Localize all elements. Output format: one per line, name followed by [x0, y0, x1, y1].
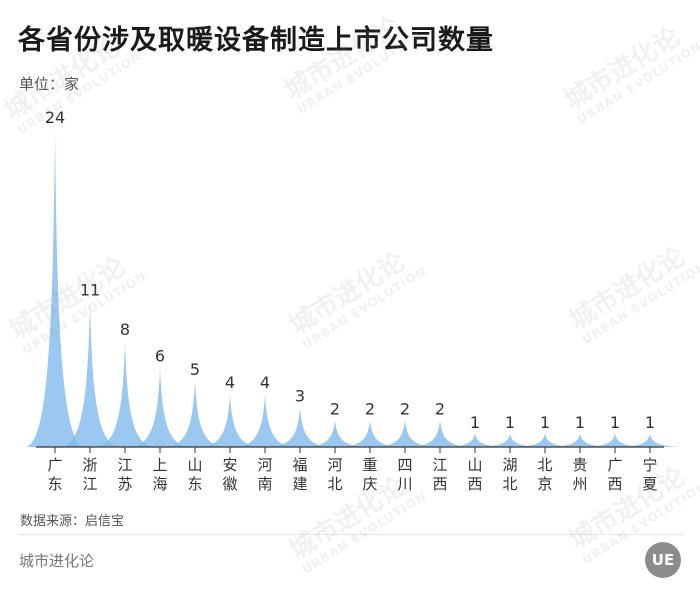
- x-tick-label: 江苏: [117, 456, 132, 493]
- data-label: 1: [540, 413, 550, 432]
- data-spike-山东: [165, 380, 225, 447]
- x-tick-label: 广东: [47, 456, 62, 493]
- footer-divider: [18, 534, 682, 535]
- x-tick-label: 广西: [607, 456, 622, 493]
- data-label: 4: [225, 373, 235, 392]
- data-spike-湖北: [480, 433, 540, 447]
- data-label: 1: [645, 413, 655, 432]
- x-tick-label: 贵州: [572, 456, 587, 493]
- x-tick-label: 福建: [292, 456, 307, 493]
- data-label: 6: [155, 347, 165, 366]
- x-tick-label: 江西: [432, 456, 447, 493]
- source-note: 数据来源：启信宝: [20, 514, 125, 529]
- unit-label: 单位：家: [19, 75, 80, 93]
- x-tick-label: 北京: [537, 456, 552, 493]
- data-spike-贵州: [550, 433, 610, 447]
- data-spike-宁夏: [620, 433, 680, 447]
- data-label: 2: [435, 400, 445, 419]
- data-label: 4: [260, 373, 270, 392]
- x-tick-label: 山西: [467, 456, 482, 493]
- x-tick-label: 湖北: [502, 456, 517, 493]
- data-label: 1: [505, 413, 515, 432]
- x-tick-label: 上海: [152, 456, 167, 493]
- data-spike-重庆: [340, 420, 400, 447]
- brand-logo: UE: [645, 542, 681, 578]
- x-tick-label: 浙江: [82, 456, 97, 493]
- data-spike-山西: [445, 433, 505, 447]
- data-label: 2: [330, 400, 340, 419]
- data-label: 1: [575, 413, 585, 432]
- data-label: 11: [80, 280, 100, 299]
- data-label: 8: [120, 320, 130, 339]
- data-label: 2: [400, 400, 410, 419]
- x-tick-label: 山东: [187, 456, 202, 493]
- chart-title: 各省份涉及取暖设备制造上市公司数量: [18, 25, 494, 56]
- data-spike-河南: [235, 394, 295, 447]
- x-tick-label: 河南: [257, 456, 272, 493]
- data-label: 24: [45, 108, 65, 127]
- data-spike-四川: [375, 420, 435, 447]
- data-label: 3: [295, 386, 305, 405]
- x-tick-label: 四川: [397, 456, 412, 493]
- data-label: 2: [365, 400, 375, 419]
- data-spike-上海: [130, 367, 190, 447]
- data-spike-广西: [585, 433, 645, 447]
- data-spike-福建: [270, 407, 330, 447]
- x-tick-label: 重庆: [362, 456, 377, 493]
- data-spike-广东: [25, 129, 85, 447]
- brand-name: 城市进化论: [19, 552, 95, 570]
- data-spike-江苏: [95, 341, 155, 447]
- x-tick-label: 河北: [327, 456, 342, 493]
- data-spike-北京: [515, 433, 575, 447]
- data-label: 1: [610, 413, 620, 432]
- data-label: 1: [470, 413, 480, 432]
- data-spike-浙江: [60, 301, 120, 447]
- data-spike-安徽: [200, 394, 260, 447]
- data-spike-河北: [305, 420, 365, 447]
- data-spike-江西: [410, 420, 470, 447]
- data-label: 5: [190, 360, 200, 379]
- x-tick-label: 宁夏: [642, 456, 657, 493]
- x-tick-label: 安徽: [222, 456, 237, 493]
